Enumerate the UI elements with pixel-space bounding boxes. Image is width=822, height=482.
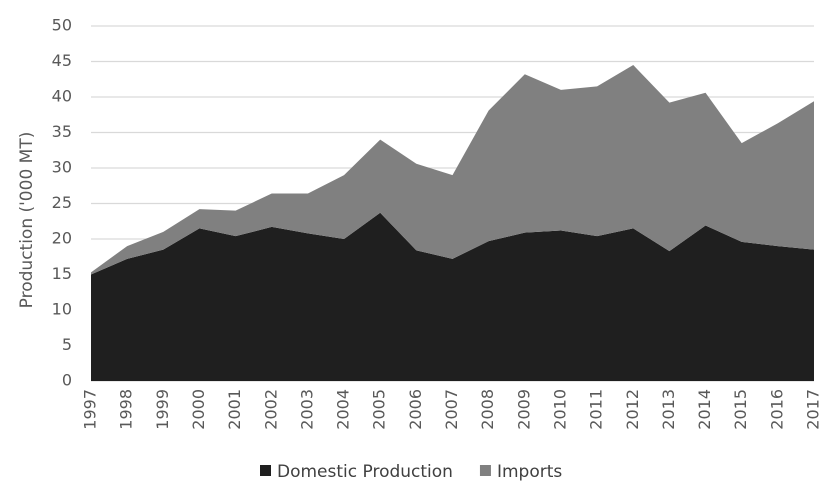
legend-swatch-imports [479, 465, 491, 476]
x-tick-label: 2009 [514, 389, 533, 430]
y-axis-ticks: 0 5 10 15 20 25 30 35 40 45 50 [52, 16, 72, 390]
x-tick-label: 2008 [478, 389, 497, 430]
legend-label-imports: Imports [497, 462, 562, 482]
x-tick-label: 2012 [623, 389, 642, 430]
x-tick-label: 2013 [659, 389, 678, 430]
x-tick-label: 2002 [261, 389, 280, 430]
y-tick-label: 35 [52, 122, 72, 141]
x-tick-label: 2014 [695, 389, 714, 430]
x-tick-label: 2007 [442, 389, 461, 430]
y-tick-label: 20 [52, 229, 72, 248]
x-axis-ticks: 1997 1998 1999 2000 2001 2002 2003 2004 2005 2006… [81, 389, 822, 430]
y-tick-label: 50 [52, 16, 72, 35]
y-tick-label: 30 [52, 158, 72, 177]
x-tick-label: 1997 [81, 389, 100, 430]
y-tick-label: 10 [52, 300, 72, 319]
x-tick-label: 2001 [225, 389, 244, 430]
x-tick-label: 2003 [297, 389, 316, 430]
x-tick-label: 2016 [767, 389, 786, 430]
y-tick-label: 15 [52, 264, 72, 283]
x-tick-label: 1998 [117, 389, 136, 430]
area-series [91, 65, 814, 381]
x-tick-label: 2005 [370, 389, 389, 430]
x-tick-label: 2015 [731, 389, 750, 430]
x-tick-label: 2010 [550, 389, 569, 430]
area-domestic-production [91, 212, 814, 381]
y-tick-label: 0 [62, 371, 72, 390]
legend: Domestic Production Imports [260, 462, 562, 482]
x-tick-label: 2017 [804, 389, 822, 430]
x-tick-label: 2006 [406, 389, 425, 430]
y-tick-label: 5 [62, 335, 72, 354]
y-axis-title: Production ('000 MT) [17, 132, 37, 309]
y-tick-label: 40 [52, 87, 72, 106]
x-tick-label: 2004 [334, 389, 353, 430]
legend-label-domestic-production: Domestic Production [277, 462, 453, 482]
legend-swatch-domestic-production [260, 465, 271, 476]
x-tick-label: 2011 [587, 389, 606, 430]
y-tick-label: 25 [52, 193, 72, 212]
x-tick-label: 2000 [189, 389, 208, 430]
x-tick-label: 1999 [153, 389, 172, 430]
area-imports [91, 65, 814, 275]
y-tick-label: 45 [52, 51, 72, 70]
